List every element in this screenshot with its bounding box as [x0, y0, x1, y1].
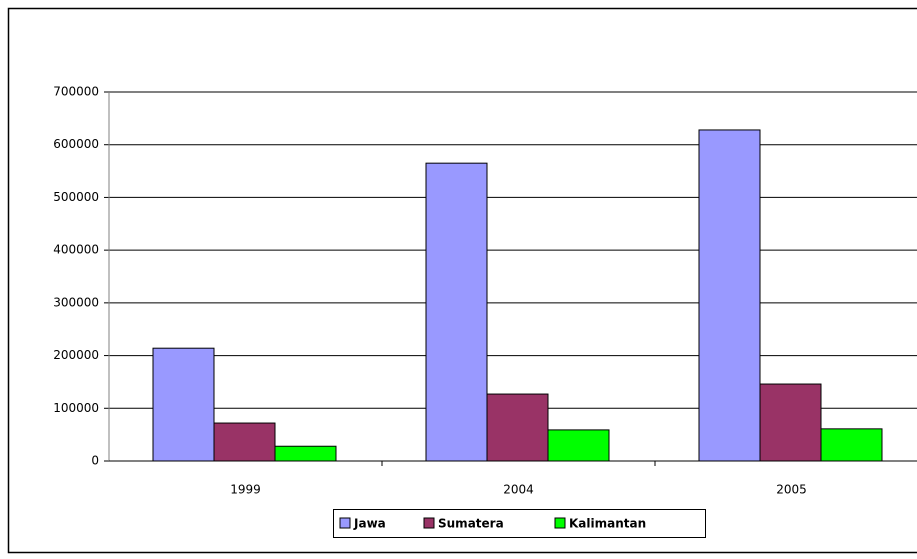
y-tick-label: 600000: [53, 137, 99, 151]
y-tick-label: 700000: [53, 85, 99, 99]
bar: [547, 429, 610, 462]
legend-swatch: [423, 517, 435, 529]
bar: [152, 347, 215, 462]
y-tick-label: 300000: [53, 295, 99, 309]
legend-box: [333, 509, 706, 538]
bar: [820, 428, 883, 462]
bar: [274, 445, 337, 462]
legend-swatch: [339, 517, 351, 529]
y-tick-label: 200000: [53, 348, 99, 362]
bar: [213, 422, 276, 462]
bar: [486, 393, 549, 462]
y-tick-label: 500000: [53, 190, 99, 204]
legend-label: Jawa: [353, 517, 386, 531]
y-tick-label: 400000: [53, 243, 99, 257]
x-tick-label: 2005: [776, 483, 807, 497]
bar: [425, 162, 488, 462]
x-tick-label: 2004: [503, 483, 534, 497]
y-tick-label: 100000: [53, 401, 99, 415]
legend-swatch: [554, 517, 566, 529]
x-tick-label: 1999: [230, 483, 261, 497]
y-tick-label: 0: [91, 454, 99, 468]
legend-label: Sumatera: [438, 517, 504, 531]
bar: [759, 383, 822, 462]
bar: [698, 129, 761, 462]
legend-label: Kalimantan: [569, 517, 646, 531]
